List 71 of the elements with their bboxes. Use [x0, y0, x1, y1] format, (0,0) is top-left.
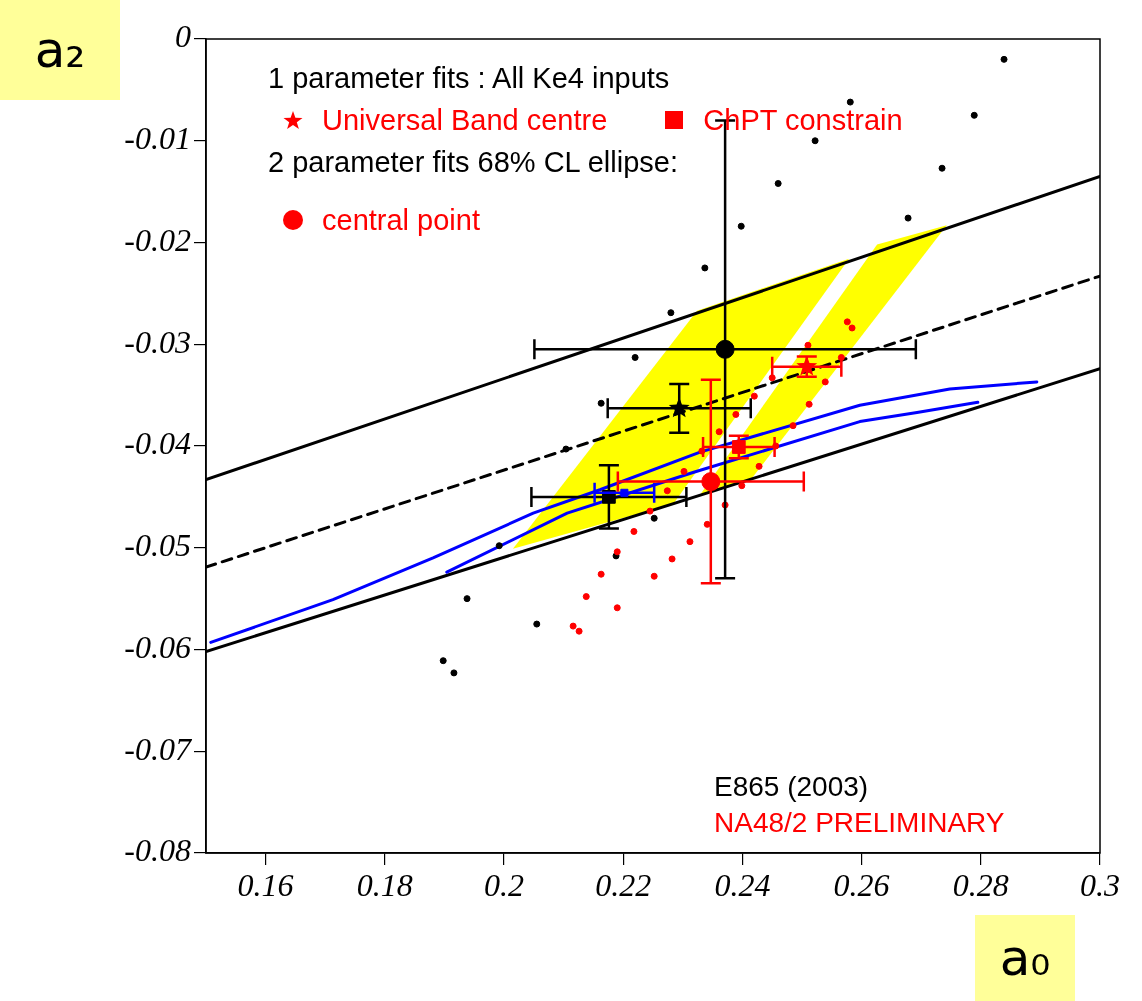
point: [439, 657, 447, 665]
point: [597, 399, 605, 407]
point: [732, 410, 740, 418]
point: [495, 542, 503, 550]
point: [703, 520, 711, 528]
point: [938, 164, 946, 172]
point: [737, 222, 745, 230]
point: [668, 555, 676, 563]
point: [613, 548, 621, 556]
point: [970, 111, 978, 119]
point: [575, 627, 583, 635]
point: [631, 353, 639, 361]
x-tick-label: 0.22: [595, 866, 652, 903]
x-tick-label: 0.16: [237, 866, 294, 903]
x-tick-label: 0.24: [714, 866, 771, 903]
legend-label: central point: [322, 203, 480, 238]
point: [715, 428, 723, 436]
x-tick-label: 0.3: [1080, 866, 1120, 903]
annotation: E865 (2003): [714, 770, 870, 804]
point: [805, 400, 813, 408]
x-tick-label: 0.2: [484, 866, 524, 903]
point: [597, 570, 605, 578]
point: [569, 622, 577, 630]
x-tick-label: 0.18: [356, 866, 413, 903]
point: [667, 309, 675, 317]
point: [755, 462, 763, 470]
point: [804, 341, 812, 349]
annotation: 2 parameter fits 68% CL ellipse:: [268, 145, 679, 180]
point: [1000, 55, 1008, 63]
point: [811, 137, 819, 145]
point: [904, 214, 912, 222]
point: [768, 374, 776, 382]
y-tick-label: -0.06: [124, 628, 191, 665]
point: [738, 482, 746, 490]
point: [843, 318, 851, 326]
point: [663, 487, 671, 495]
y-tick-label: -0.08: [124, 832, 191, 869]
point: [613, 604, 621, 612]
point: [650, 514, 658, 522]
point: [680, 467, 688, 475]
point: [686, 538, 694, 546]
point: [562, 445, 570, 453]
x-axis-title: a₀: [975, 915, 1075, 1001]
point: [848, 324, 856, 332]
point: [463, 595, 471, 603]
point: [650, 572, 658, 580]
y-tick-label: 0: [175, 18, 191, 55]
point: [630, 527, 638, 535]
x-tick-label: 0.28: [952, 866, 1009, 903]
y-tick-label: -0.02: [124, 221, 191, 258]
y-tick-label: -0.03: [124, 323, 191, 360]
point: [701, 264, 709, 272]
y-tick-label: -0.01: [124, 120, 191, 157]
point: [533, 620, 541, 628]
y-tick-label: -0.05: [124, 527, 191, 564]
point: [774, 179, 782, 187]
point: [450, 669, 458, 677]
annotation: 1 parameter fits : All Ke4 inputs: [268, 61, 671, 96]
legend-label: Universal Band centre: [322, 103, 608, 138]
x-tick-label: 0.26: [833, 866, 890, 903]
y-tick-label: -0.04: [124, 425, 191, 462]
legend-label: ChPT constrain: [703, 103, 903, 138]
point: [646, 507, 654, 515]
point: [821, 378, 829, 386]
point: [750, 392, 758, 400]
y-tick-label: -0.07: [124, 730, 193, 767]
annotation: NA48/2 PRELIMINARY: [714, 806, 1005, 840]
point: [789, 422, 797, 430]
y-axis-title: a₂: [0, 0, 120, 100]
point: [846, 98, 854, 106]
point: [582, 593, 590, 601]
